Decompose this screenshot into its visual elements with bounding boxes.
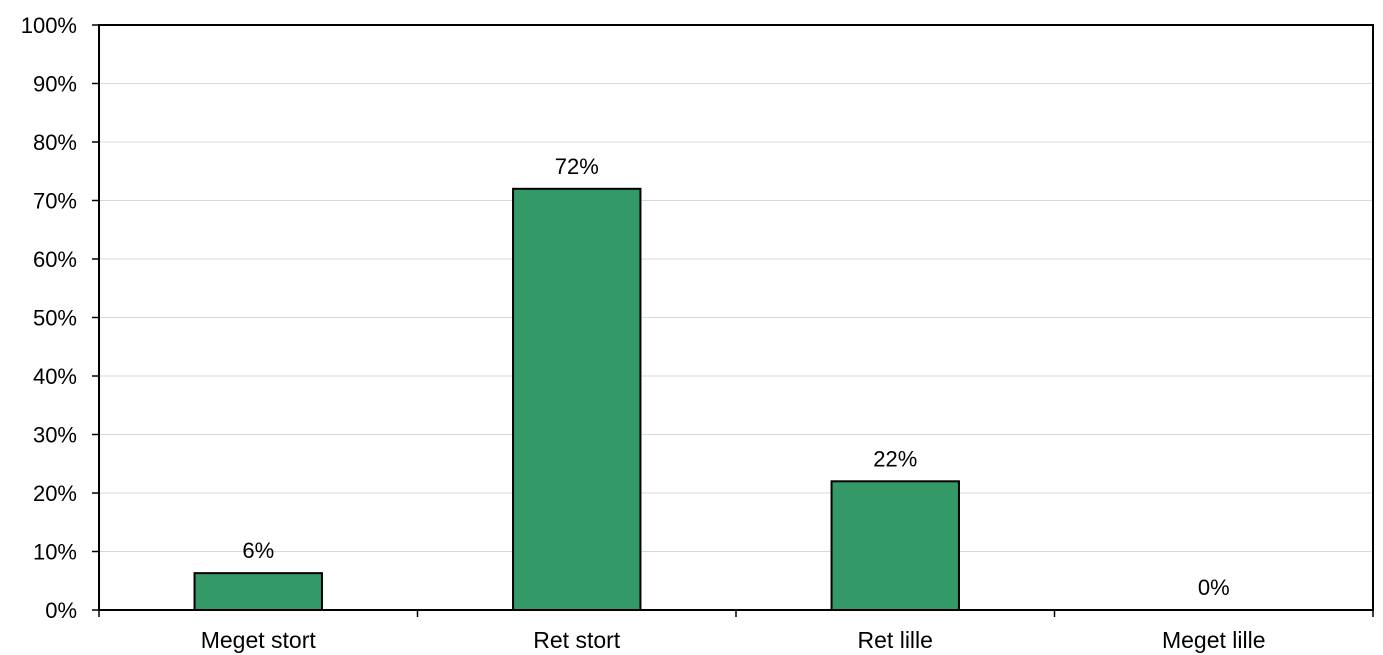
- y-tick-label: 40%: [33, 364, 77, 389]
- y-axis-ticks: 0% 10% 20% 30% 40% 50% 60% 70% 80% 90% 100%: [21, 13, 99, 623]
- y-tick-label: 70%: [33, 189, 77, 214]
- bar-meget-stort: [193, 572, 323, 612]
- y-tick-label: 0%: [45, 598, 77, 623]
- data-label: 6%: [242, 538, 274, 563]
- x-category-label: Meget lille: [1162, 627, 1266, 653]
- data-labels: 6% 72% 22% 0%: [242, 154, 1229, 600]
- y-tick-label: 80%: [33, 130, 77, 155]
- y-tick-label: 20%: [33, 481, 77, 506]
- data-label: 22%: [873, 446, 917, 471]
- y-tick-label: 100%: [21, 13, 77, 38]
- gridlines: [99, 83, 1373, 552]
- y-tick-label: 30%: [33, 423, 77, 448]
- data-label: 0%: [1198, 575, 1230, 600]
- x-category-label: Meget stort: [201, 627, 317, 653]
- bar-ret-lille: [830, 480, 960, 611]
- data-label: 72%: [555, 154, 599, 179]
- y-tick-label: 90%: [33, 72, 77, 97]
- y-tick-label: 10%: [33, 540, 77, 565]
- x-category-label: Ret stort: [533, 627, 621, 653]
- x-axis-ticks: Meget stort Ret stort Ret lille Meget lille: [98, 610, 1374, 653]
- x-category-label: Ret lille: [858, 627, 933, 653]
- bar-ret-stort: [512, 187, 642, 612]
- y-tick-label: 50%: [33, 306, 77, 331]
- y-tick-label: 60%: [33, 247, 77, 272]
- bars: [193, 187, 960, 612]
